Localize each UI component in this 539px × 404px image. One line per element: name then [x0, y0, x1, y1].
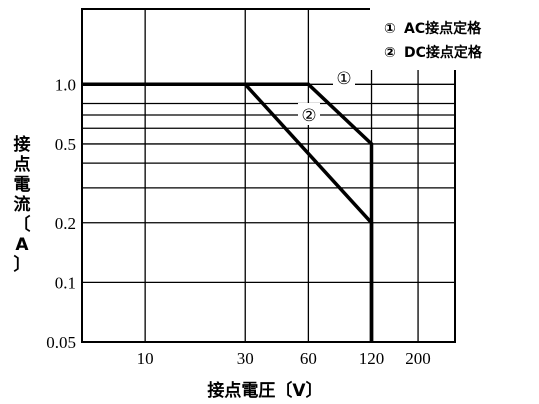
legend-marker-dc: ②: [384, 45, 396, 61]
legend-text-ac: AC接点定格: [404, 20, 482, 37]
y-tick-label-0: 0.05: [46, 333, 76, 352]
tick-layer: 10 30 60 120 200 0.05 0.1 0.2 0.5 1.0: [46, 75, 431, 368]
y-tick-label-4: 1.0: [55, 75, 76, 94]
legend-background: [370, 8, 538, 70]
x-tick-label-2: 60: [300, 349, 317, 368]
y-tick-label-1: 0.1: [55, 273, 76, 292]
x-tick-label-3: 120: [359, 349, 385, 368]
plot-frame: [81, 8, 456, 343]
curve-label-ac: ①: [336, 69, 351, 89]
y-tick-label-3: 0.5: [55, 135, 76, 154]
curve-label-dc: ②: [301, 106, 316, 126]
series-layer: [82, 82, 374, 342]
x-tick-label-4: 200: [405, 349, 431, 368]
legend-text-dc: DC接点定格: [404, 44, 483, 61]
y-tick-label-2: 0.2: [55, 214, 76, 233]
curve-label-ac-bg: [333, 66, 355, 88]
y-axis-title: 接点電流〔 A 〕: [14, 134, 31, 275]
x-axis-title: 接点電圧〔V〕: [207, 380, 322, 401]
legend: ① AC接点定格 ② DC接点定格: [370, 8, 538, 70]
x-tick-label-1: 30: [237, 349, 254, 368]
legend-marker-ac: ①: [384, 21, 396, 37]
series-line-1: [82, 82, 374, 342]
curve-label-dc-bg: [298, 103, 320, 125]
x-tick-label-0: 10: [137, 349, 154, 368]
series-line-0: [82, 82, 374, 342]
